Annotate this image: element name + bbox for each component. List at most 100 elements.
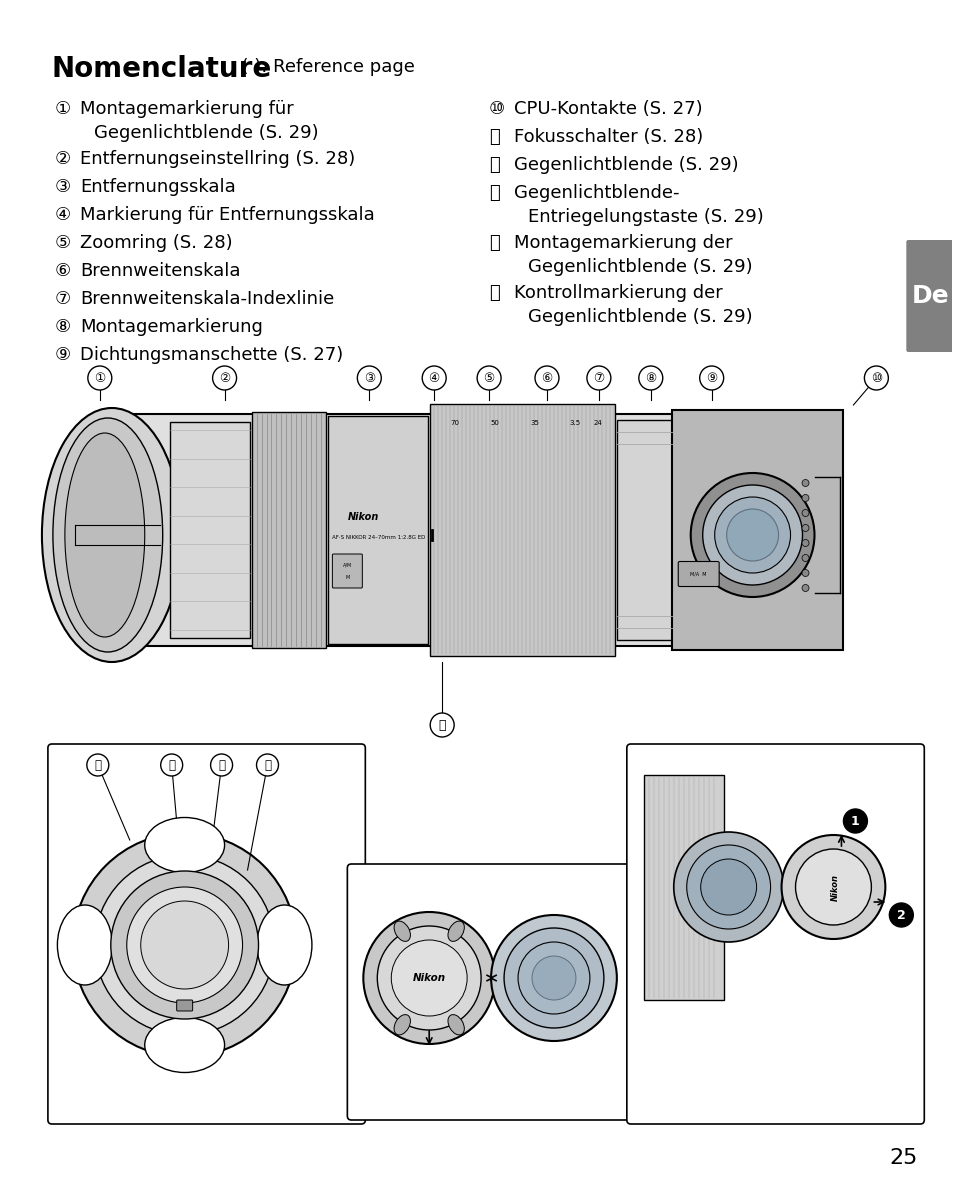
Circle shape — [88, 366, 112, 390]
Circle shape — [795, 849, 870, 925]
Text: 25: 25 — [888, 1148, 917, 1168]
Circle shape — [801, 494, 808, 502]
Bar — [643, 775, 723, 1000]
Circle shape — [586, 366, 610, 390]
Circle shape — [532, 956, 576, 1000]
Circle shape — [801, 479, 808, 486]
Text: De: De — [910, 284, 948, 308]
Ellipse shape — [448, 922, 464, 942]
Text: CPU-Kontakte (S. 27): CPU-Kontakte (S. 27) — [514, 101, 702, 118]
Circle shape — [211, 754, 233, 776]
Text: ⑥: ⑥ — [55, 261, 71, 280]
FancyBboxPatch shape — [121, 414, 841, 646]
Circle shape — [801, 510, 808, 517]
Text: ⑩: ⑩ — [870, 371, 882, 384]
Text: ⑬: ⑬ — [168, 758, 175, 771]
Text: ⑦: ⑦ — [593, 371, 604, 384]
Text: ⑭: ⑭ — [218, 758, 225, 771]
Circle shape — [888, 903, 912, 927]
Circle shape — [863, 366, 887, 390]
Text: ②: ② — [55, 150, 71, 168]
Circle shape — [127, 887, 242, 1003]
Text: ⑩: ⑩ — [489, 101, 505, 118]
Ellipse shape — [145, 817, 224, 873]
Ellipse shape — [52, 418, 163, 652]
Ellipse shape — [256, 905, 312, 985]
Text: 50: 50 — [490, 420, 499, 426]
Circle shape — [111, 871, 258, 1019]
Circle shape — [714, 497, 790, 573]
Text: Markierung für Entfernungsskala: Markierung für Entfernungsskala — [80, 206, 375, 224]
FancyBboxPatch shape — [347, 864, 659, 1120]
Text: Entfernungsskala: Entfernungsskala — [80, 177, 235, 196]
Text: ⑧: ⑧ — [55, 318, 71, 336]
Circle shape — [699, 366, 723, 390]
FancyBboxPatch shape — [678, 562, 719, 587]
Text: 24: 24 — [593, 420, 601, 426]
FancyBboxPatch shape — [332, 554, 362, 588]
Text: ⑨: ⑨ — [55, 345, 71, 364]
Circle shape — [690, 473, 814, 597]
FancyBboxPatch shape — [905, 240, 953, 353]
Circle shape — [476, 366, 500, 390]
Text: ( ): Reference page: ( ): Reference page — [230, 58, 414, 76]
Ellipse shape — [42, 408, 181, 662]
Circle shape — [376, 926, 480, 1030]
Text: ⑧: ⑧ — [644, 371, 656, 384]
Text: ⑦: ⑦ — [55, 290, 71, 308]
Circle shape — [801, 555, 808, 562]
Text: 1: 1 — [850, 815, 859, 827]
Circle shape — [94, 855, 274, 1035]
Text: Zoomring (S. 28): Zoomring (S. 28) — [80, 234, 233, 252]
Text: ⑫: ⑫ — [489, 156, 499, 174]
Circle shape — [256, 754, 278, 776]
Text: ⑫: ⑫ — [94, 758, 101, 771]
Text: Gegenlichtblende (S. 29): Gegenlichtblende (S. 29) — [514, 156, 738, 174]
Text: Gegenlichtblende-: Gegenlichtblende- — [514, 185, 679, 202]
Circle shape — [491, 914, 617, 1041]
Text: Nikon: Nikon — [413, 972, 445, 983]
Text: Montagemarkierung: Montagemarkierung — [80, 318, 262, 336]
Text: ①: ① — [55, 101, 71, 118]
Circle shape — [781, 835, 884, 939]
Circle shape — [535, 366, 558, 390]
Bar — [170, 422, 250, 638]
Text: Fokusschalter (S. 28): Fokusschalter (S. 28) — [514, 128, 702, 146]
Text: Brennweitenskala: Brennweitenskala — [80, 261, 240, 280]
Text: 70: 70 — [450, 420, 459, 426]
Ellipse shape — [145, 1017, 224, 1073]
Ellipse shape — [57, 905, 112, 985]
Text: Dichtungsmanschette (S. 27): Dichtungsmanschette (S. 27) — [80, 345, 343, 364]
Text: Gegenlichtblende (S. 29): Gegenlichtblende (S. 29) — [93, 124, 318, 142]
Bar — [430, 405, 615, 657]
Circle shape — [503, 927, 603, 1028]
Circle shape — [801, 524, 808, 531]
Circle shape — [422, 366, 446, 390]
Bar — [617, 420, 671, 640]
Circle shape — [363, 912, 495, 1045]
Text: M/A  M: M/A M — [690, 571, 706, 576]
Circle shape — [801, 569, 808, 576]
Circle shape — [842, 809, 866, 833]
Text: ①: ① — [94, 371, 106, 384]
Text: Nikon: Nikon — [830, 873, 839, 900]
Text: Gegenlichtblende (S. 29): Gegenlichtblende (S. 29) — [527, 258, 752, 276]
Text: M: M — [345, 575, 349, 580]
Text: A/M: A/M — [342, 562, 352, 568]
Circle shape — [673, 832, 782, 942]
Text: 3.5: 3.5 — [569, 420, 579, 426]
Text: ⑮: ⑮ — [489, 284, 499, 302]
Text: Montagemarkierung der: Montagemarkierung der — [514, 234, 732, 252]
Circle shape — [357, 366, 381, 390]
Bar — [252, 412, 326, 648]
Text: Nomenclature: Nomenclature — [51, 54, 272, 83]
Text: ⑬: ⑬ — [489, 185, 499, 202]
FancyBboxPatch shape — [176, 1000, 193, 1011]
Text: Nikon: Nikon — [347, 512, 378, 522]
Circle shape — [72, 833, 296, 1056]
Text: ⑮: ⑮ — [264, 758, 271, 771]
Text: ⑨: ⑨ — [705, 371, 717, 384]
Circle shape — [160, 754, 182, 776]
Circle shape — [517, 942, 589, 1014]
Text: ⑥: ⑥ — [540, 371, 552, 384]
